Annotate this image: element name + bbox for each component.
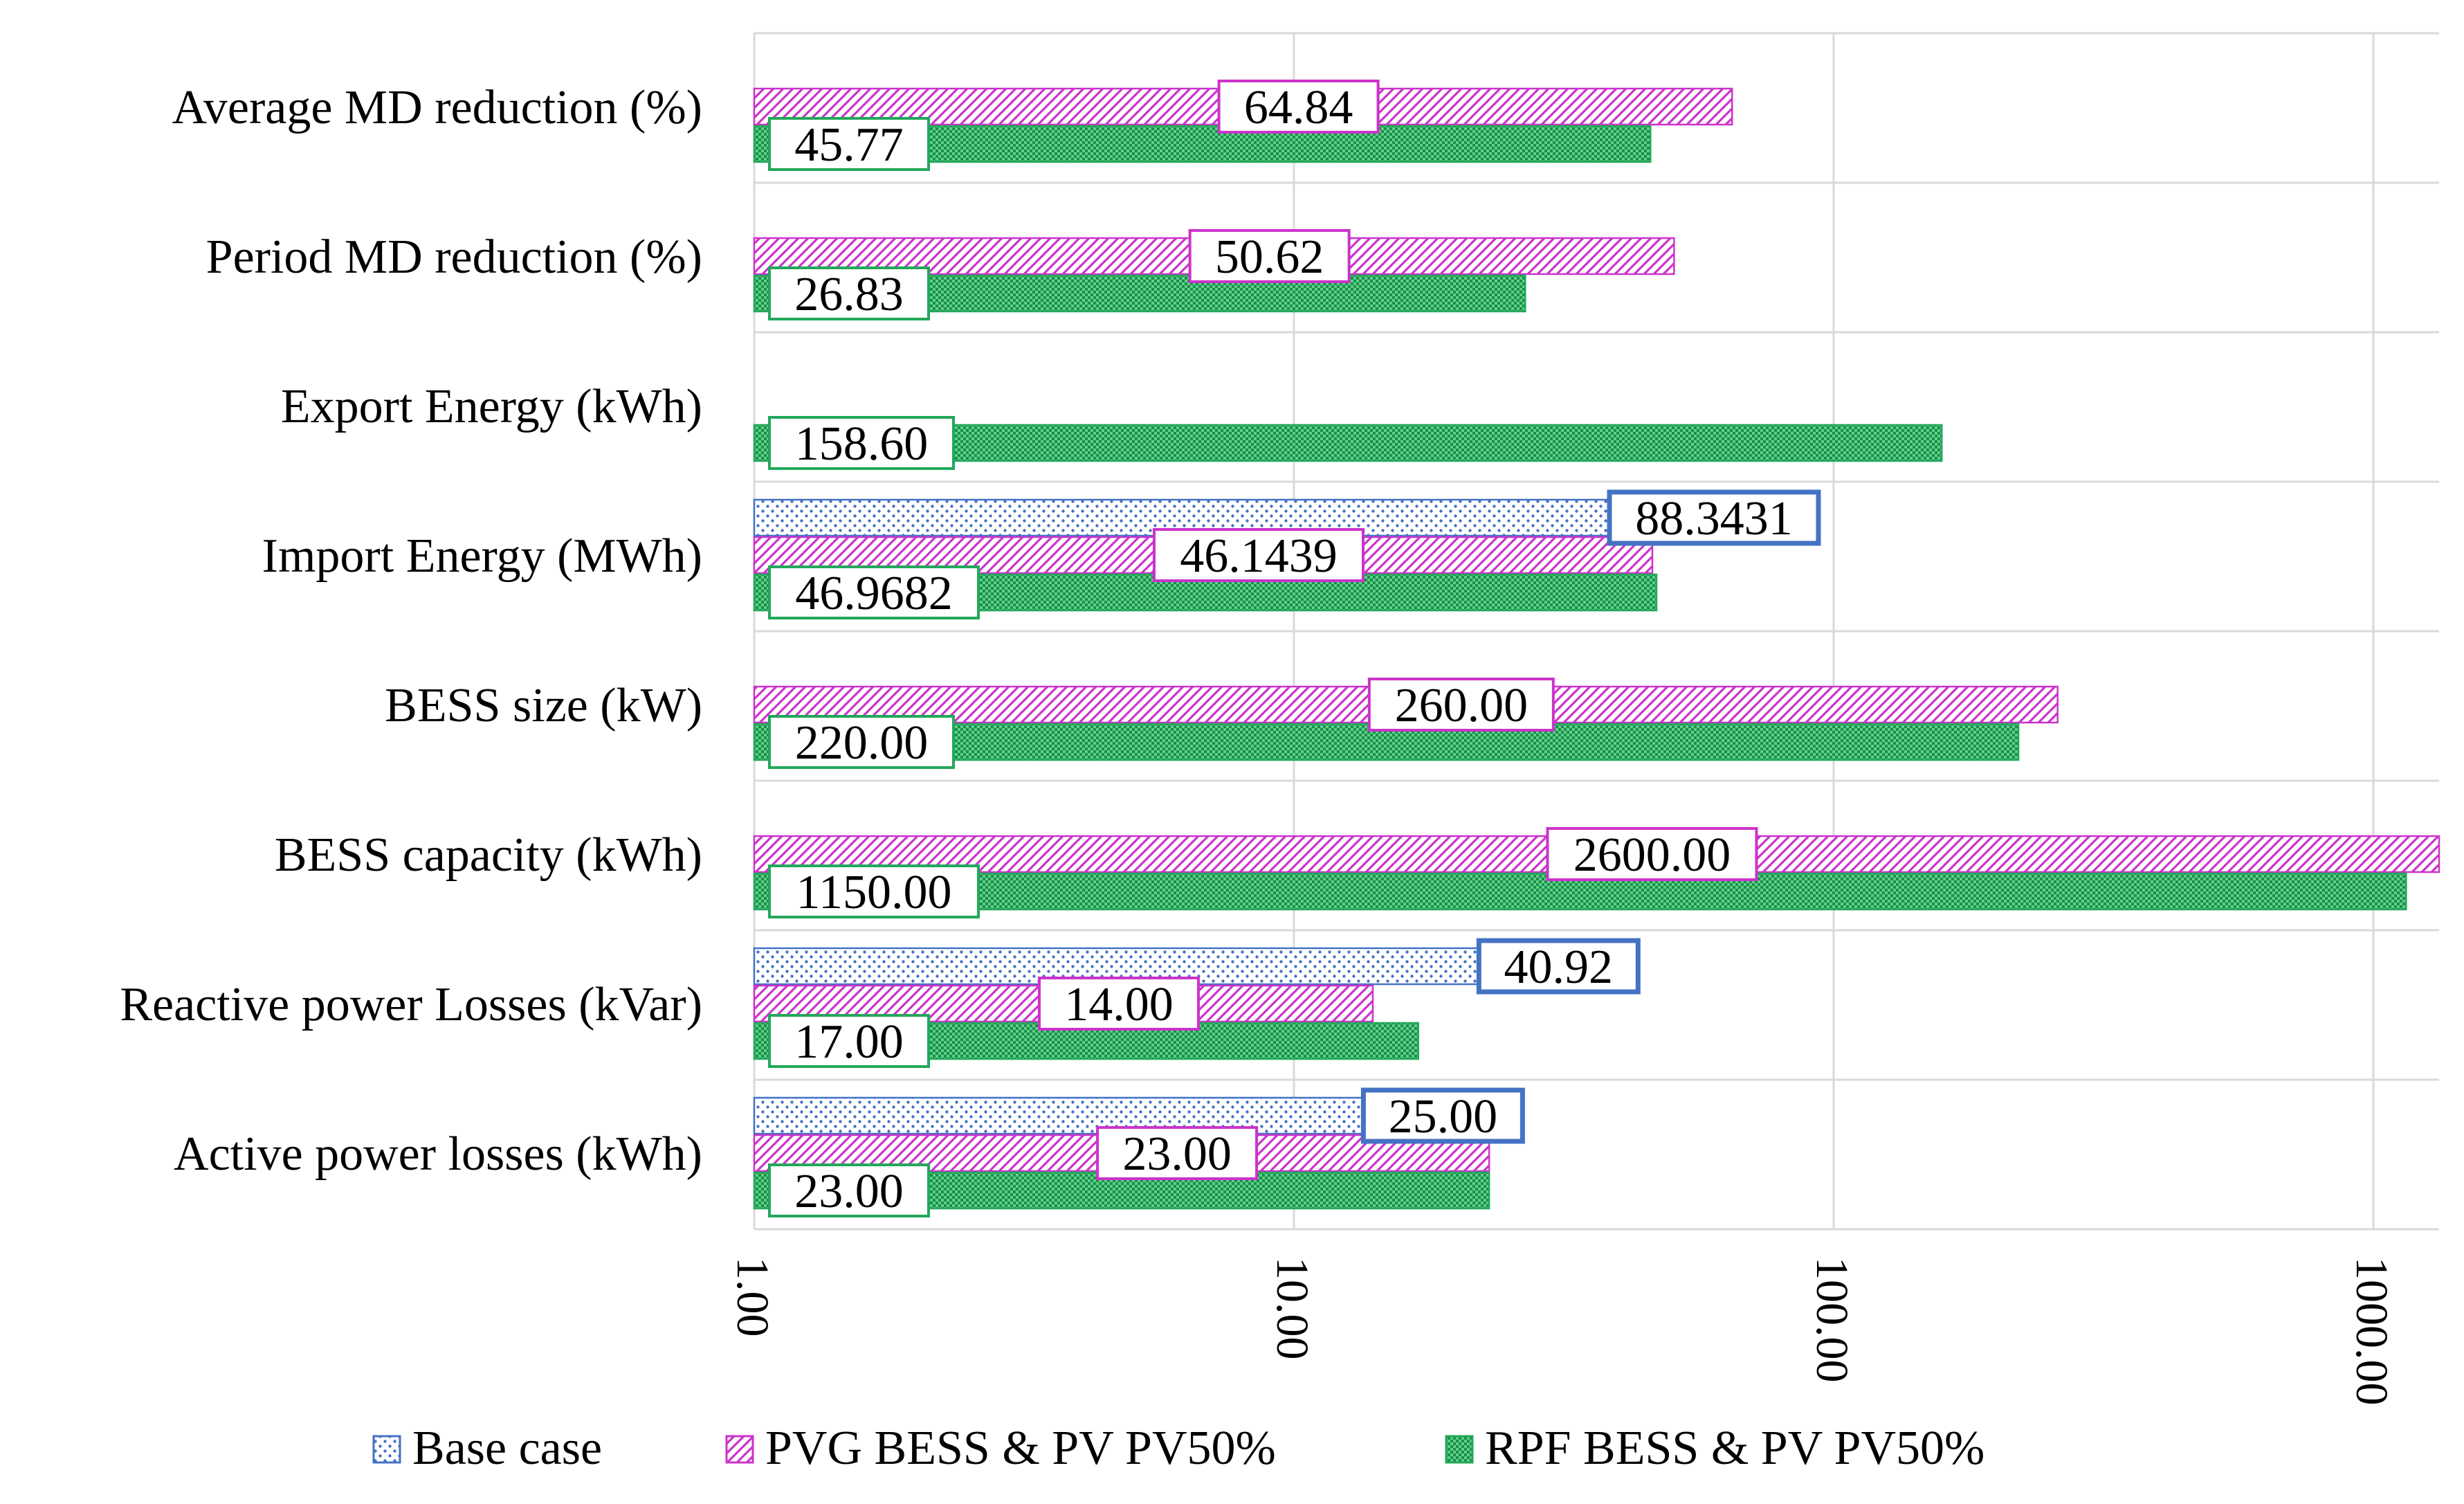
data-label-box: [768, 715, 955, 769]
data-label: 26.83: [794, 268, 904, 321]
data-label: 46.9682: [795, 567, 953, 620]
legend-swatch: [725, 1435, 754, 1464]
x-tick-label: 1000.00: [2346, 1257, 2397, 1406]
category-label: Active power losses (kWh): [174, 1127, 702, 1181]
data-label-box: [1217, 80, 1380, 134]
legend-swatch: [372, 1435, 401, 1464]
category-label: BESS capacity (kWh): [275, 828, 702, 882]
data-label: 40.92: [1504, 941, 1614, 994]
data-label: 46.1439: [1180, 529, 1338, 583]
bar-rpf-bess-pv-pv50--4: [753, 723, 2020, 761]
category-label: Import Energy (MWh): [262, 529, 702, 583]
data-label-box: [768, 1163, 930, 1217]
data-labels: 64.84 45.77 50.62 26.83 158.60 88.3431 46.1439…: [768, 80, 1821, 1218]
data-label-box: [1367, 678, 1555, 732]
data-label-box: [768, 117, 930, 171]
data-label-box: [768, 266, 930, 320]
data-label: 64.84: [1244, 81, 1353, 134]
legend-label: RPF BESS & PV PV50%: [1485, 1422, 1984, 1475]
category-label: Average MD reduction (%): [172, 81, 702, 134]
data-label: 158.60: [795, 417, 929, 471]
data-label-box: [1153, 528, 1365, 582]
data-label: 23.00: [794, 1165, 904, 1218]
data-label: 25.00: [1389, 1090, 1498, 1143]
data-label-box: [1096, 1126, 1259, 1180]
x-tick-label: 1.00: [727, 1257, 778, 1337]
category-labels: Average MD reduction (%) Period MD reduct…: [120, 81, 702, 1181]
bars: [753, 87, 2440, 1210]
data-label-box: [768, 864, 980, 918]
legend-swatch: [1445, 1435, 1474, 1464]
x-tick-label: 10.00: [1267, 1257, 1317, 1360]
data-label: 2600.00: [1573, 828, 1731, 882]
category-label: BESS size (kW): [385, 679, 702, 732]
data-label-box: [768, 565, 980, 619]
x-tick-label: 100.00: [1807, 1257, 1857, 1383]
data-label-box: [768, 1014, 930, 1068]
legend: Base case PVG BESS & PV PV50% RPF BESS & P…: [372, 1422, 1984, 1475]
data-label-box: [1188, 229, 1351, 283]
data-label-box: [768, 416, 955, 470]
category-label: Period MD reduction (%): [206, 230, 702, 284]
data-label: 45.77: [794, 118, 904, 172]
gridlines: [753, 32, 2439, 1231]
data-label-box: [1360, 1087, 1525, 1144]
data-label: 260.00: [1395, 679, 1528, 732]
data-label: 50.62: [1215, 230, 1324, 284]
data-label: 14.00: [1064, 978, 1174, 1031]
data-label: 23.00: [1122, 1127, 1232, 1181]
data-label: 88.3431: [1635, 492, 1793, 545]
data-label-box: [1476, 938, 1641, 995]
data-label-box: [1607, 489, 1821, 546]
category-label: Reactive power Losses (kVar): [120, 978, 702, 1031]
legend-label: PVG BESS & PV PV50%: [765, 1422, 1276, 1475]
data-label: 17.00: [794, 1015, 904, 1069]
x-axis-tick-labels: 1.00 10.00 100.00 1000.00: [727, 1257, 2397, 1406]
data-label: 220.00: [795, 716, 929, 770]
data-label: 1150.00: [796, 866, 952, 919]
data-label-box: [1037, 977, 1200, 1031]
legend-label: Base case: [412, 1422, 602, 1475]
data-label-box: [1546, 827, 1758, 881]
category-label: Export Energy (kWh): [281, 380, 702, 433]
